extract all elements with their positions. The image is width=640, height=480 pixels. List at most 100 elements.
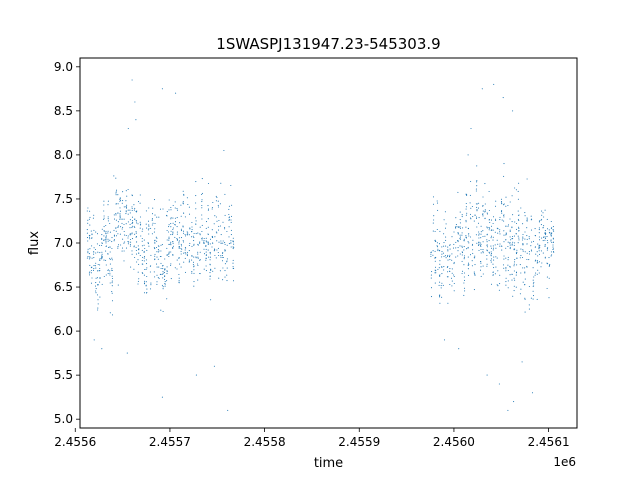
data-point [490,251,492,253]
data-point [105,237,107,239]
data-point [230,242,232,244]
data-point [205,265,207,267]
data-point [111,282,113,284]
data-point [155,263,158,265]
data-point [534,260,536,262]
data-point [129,245,131,247]
data-point [195,208,197,210]
data-point [542,212,544,214]
data-point [111,237,113,239]
data-point [507,280,509,282]
data-point [515,253,518,255]
data-point [536,262,538,264]
data-point [436,242,438,244]
data-point [484,209,486,211]
data-point [486,213,489,215]
data-point [474,257,476,259]
data-point [91,266,93,268]
data-point [459,253,461,255]
data-point [463,249,465,251]
data-point [113,218,116,220]
data-point [467,247,469,249]
data-point [162,277,164,279]
data-point [178,241,180,243]
data-point [127,188,129,191]
data-point [118,225,120,227]
data-point [96,277,98,279]
data-point [214,236,216,238]
data-point [524,231,526,233]
data-point [545,232,547,235]
data-point [168,239,170,241]
data-point [145,259,147,261]
data-point [226,244,228,246]
data-point [151,233,153,235]
data-point [88,253,90,255]
data-point [461,270,464,272]
data-point [111,259,113,261]
data-point [436,246,439,248]
data-point [107,246,110,248]
data-point [209,253,211,255]
data-point [95,288,97,290]
data-point [224,214,226,216]
data-point [507,245,509,248]
data-point [486,227,488,229]
data-point [141,237,143,240]
data-point [524,267,526,269]
data-point [170,241,172,243]
data-point [123,218,125,220]
data-point [461,260,463,262]
data-point [509,274,511,276]
data-point [471,260,473,262]
data-point [105,245,107,248]
data-point [158,245,160,247]
data-point [186,255,188,257]
data-point [195,233,197,235]
data-point [97,270,99,272]
data-point [113,234,115,236]
data-point [542,227,544,229]
data-point [457,233,459,235]
data-point [535,272,537,274]
data-point [474,214,476,216]
data-point [174,221,177,223]
data-point [546,239,548,242]
data-point [436,228,438,231]
data-point [477,244,480,247]
data-point [439,275,441,277]
data-point [492,271,494,273]
data-point [486,226,488,228]
data-point [197,251,199,253]
data-point [103,275,105,278]
data-point [461,251,463,253]
data-point [138,249,140,251]
data-point [505,281,507,283]
data-point [473,272,475,275]
data-point [439,250,441,252]
data-point [490,245,492,247]
data-point [127,209,129,211]
data-point [535,253,537,255]
data-point [197,243,199,245]
data-point [216,249,218,251]
data-point [477,207,480,209]
data-point [135,119,137,121]
data-point [168,252,170,254]
data-point [480,260,482,263]
data-point [438,243,441,245]
data-point [467,256,469,258]
data-point [449,248,451,250]
data-point [155,236,157,238]
data-point [97,263,99,266]
data-point [499,233,501,235]
data-point [449,283,451,286]
data-point [522,237,524,239]
data-point [161,284,163,286]
data-point [484,203,486,205]
data-point [133,225,135,227]
data-point [503,267,505,269]
data-point [133,204,135,206]
data-point [190,236,193,238]
